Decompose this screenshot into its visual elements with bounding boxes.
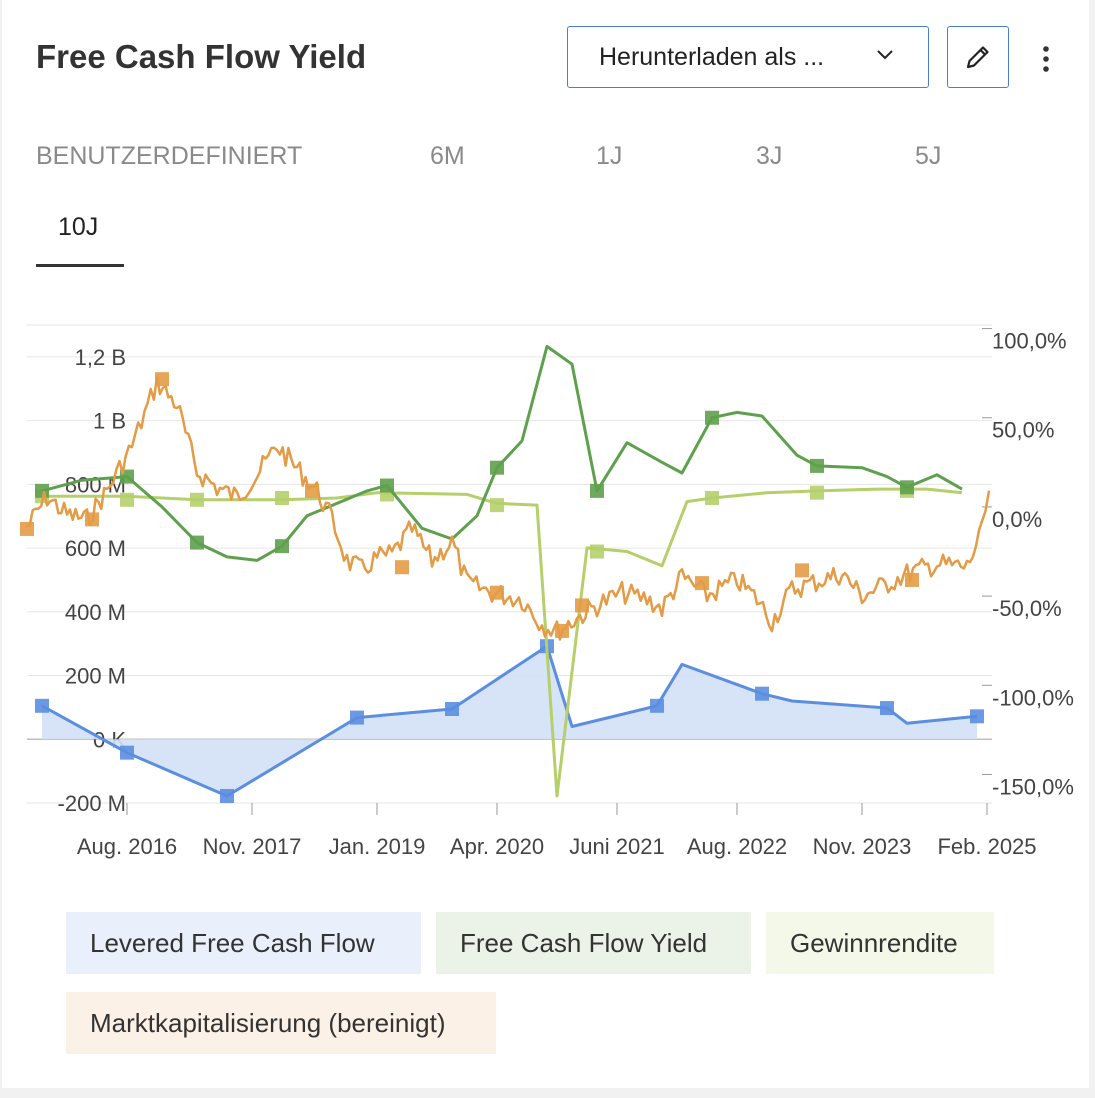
fcf-yield-marker	[810, 458, 824, 473]
legend-label: Marktkapitalisierung (bereinigt)	[90, 1008, 446, 1038]
y-left-tick-label: -200 M	[58, 791, 126, 816]
y-right-tick-label: 50,0%	[992, 418, 1054, 443]
gewinnrendite-marker	[490, 498, 504, 513]
x-tick-label: Juni 2021	[569, 834, 664, 859]
levered-fcf-marker	[220, 788, 234, 803]
x-tick-label: Aug. 2022	[687, 834, 787, 859]
gewinnrendite-marker	[275, 491, 289, 506]
pencil-icon	[966, 46, 989, 69]
y-left-tick-label: 1 B	[93, 409, 126, 434]
fcf-yield-marker	[35, 483, 49, 498]
levered-fcf-marker	[445, 701, 459, 716]
fcf-yield-marker	[900, 480, 914, 495]
legend-label: Gewinnrendite	[790, 928, 958, 958]
fcf-yield-marker	[705, 410, 719, 425]
gewinnrendite-marker	[810, 485, 824, 500]
levered-fcf-marker	[755, 686, 769, 701]
legend-gewinnrendite[interactable]: Gewinnrendite	[766, 912, 994, 974]
tab-benutzerdefiniert[interactable]: BENUTZERDEFINIERT	[36, 142, 303, 170]
marktkap-marker	[795, 563, 809, 578]
y-left-tick-label: 200 M	[65, 664, 126, 689]
y-left-tick-label: 600 M	[65, 536, 126, 561]
marktkap-marker	[155, 372, 169, 387]
legend-free-cash-flow-yield[interactable]: Free Cash Flow Yield	[436, 912, 751, 974]
x-tick-label: Aug. 2016	[77, 834, 177, 859]
download-dropdown-button[interactable]: Herunterladen als ...	[567, 26, 929, 88]
fcf-yield-marker	[190, 535, 204, 550]
x-tick-label: Feb. 2025	[937, 834, 1036, 859]
marktkap-marker	[695, 576, 709, 591]
fcf-yield-marker	[590, 483, 604, 498]
levered-fcf-marker	[35, 698, 49, 713]
y-right-tick-label: -150,0%	[992, 774, 1074, 799]
legend-label: Levered Free Cash Flow	[90, 928, 375, 958]
tab-3j[interactable]: 3J	[756, 142, 783, 170]
active-tab-indicator	[36, 264, 124, 267]
gewinnrendite-marker	[705, 491, 719, 506]
levered-fcf-area	[42, 646, 977, 796]
chevron-down-icon	[877, 50, 893, 60]
gewinnrendite-marker	[120, 492, 134, 507]
tab-10j[interactable]: 10J	[58, 213, 99, 241]
edit-button[interactable]	[947, 26, 1009, 88]
legend-levered-free-cash-flow[interactable]: Levered Free Cash Flow	[66, 912, 421, 974]
marktkap-marker	[490, 585, 504, 600]
marktkap-marker	[305, 483, 319, 498]
marktkap-marker	[395, 560, 409, 575]
levered-fcf-marker	[650, 698, 664, 713]
chart-title: Free Cash Flow Yield	[36, 38, 367, 75]
tab-5j[interactable]: 5J	[915, 142, 942, 170]
more-vertical-icon[interactable]	[1036, 44, 1056, 74]
legend-label: Free Cash Flow Yield	[460, 928, 708, 958]
gewinnrendite-marker	[190, 492, 204, 507]
x-tick-label: Apr. 2020	[450, 834, 544, 859]
marktkap-marker	[905, 572, 919, 587]
marktkap-marker	[575, 598, 589, 613]
marktkap-marker	[20, 521, 34, 536]
levered-fcf-line	[41, 644, 978, 798]
y-left-tick-label: 400 M	[65, 600, 126, 625]
x-tick-label: Nov. 2023	[813, 834, 912, 859]
marktkap-marker	[85, 512, 99, 527]
levered-fcf-marker	[970, 709, 984, 724]
tab-6m[interactable]: 6M	[430, 142, 465, 170]
gewinnrendite-marker	[590, 544, 604, 559]
fcf-yield-marker	[380, 478, 394, 493]
tab-1j[interactable]: 1J	[596, 142, 623, 170]
y-right-tick-label: 0,0%	[992, 507, 1042, 532]
fcf-yield-marker	[275, 539, 289, 554]
marktkap-marker	[555, 623, 569, 638]
y-left-tick-label: 1,2 B	[75, 345, 126, 370]
fcf-yield-line	[41, 344, 963, 562]
y-right-tick-label: -50,0%	[992, 596, 1062, 621]
levered-fcf-marker	[120, 745, 134, 760]
x-tick-label: Jan. 2019	[329, 834, 426, 859]
fcf-yield-marker	[490, 460, 504, 475]
download-label: Herunterladen als ...	[599, 43, 825, 71]
y-right-tick-label: -100,0%	[992, 685, 1074, 710]
y-right-tick-label: 100,0%	[992, 329, 1067, 354]
marktkap-line	[26, 375, 991, 641]
legend-marktkapitalisierung[interactable]: Marktkapitalisierung (bereinigt)	[66, 992, 496, 1054]
gewinnrendite-line	[42, 487, 963, 798]
levered-fcf-marker	[350, 710, 364, 725]
x-tick-label: Nov. 2017	[203, 834, 302, 859]
levered-fcf-marker	[880, 701, 894, 716]
